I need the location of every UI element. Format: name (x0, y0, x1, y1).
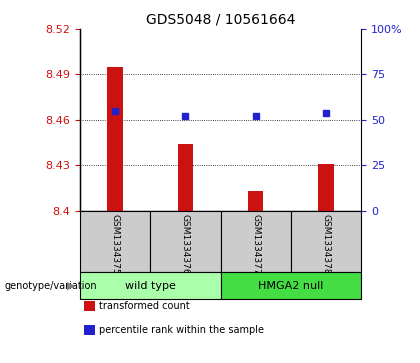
Text: transformed count: transformed count (99, 301, 189, 311)
Bar (220, 272, 361, 299)
Bar (80, 272, 220, 299)
Text: genotype/variation: genotype/variation (4, 281, 97, 291)
Text: GSM1334375: GSM1334375 (110, 213, 119, 274)
Bar (107, 67, 123, 211)
Bar (248, 191, 263, 211)
Bar (318, 164, 334, 211)
Bar (80, 211, 150, 272)
Text: wild type: wild type (125, 281, 176, 291)
Text: GSM1334378: GSM1334378 (322, 213, 331, 274)
Bar (291, 211, 361, 272)
Text: ▶: ▶ (67, 281, 76, 291)
Title: GDS5048 / 10561664: GDS5048 / 10561664 (146, 12, 295, 26)
Text: percentile rank within the sample: percentile rank within the sample (99, 325, 264, 335)
Text: GSM1334376: GSM1334376 (181, 213, 190, 274)
Bar (220, 211, 291, 272)
Bar (150, 211, 220, 272)
Bar (178, 144, 193, 211)
Text: HMGA2 null: HMGA2 null (258, 281, 323, 291)
Text: GSM1334377: GSM1334377 (251, 213, 260, 274)
